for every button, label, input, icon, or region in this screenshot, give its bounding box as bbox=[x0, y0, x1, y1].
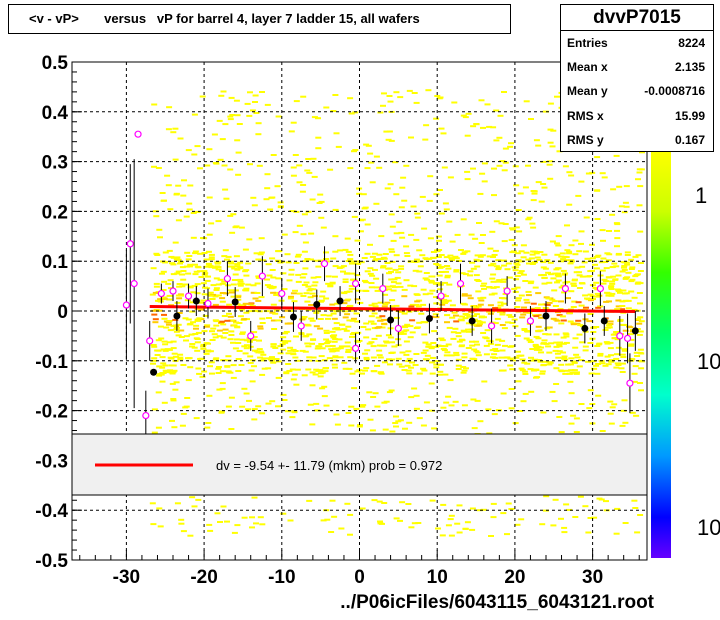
fit-legend: dv = -9.54 +- 11.79 (mkm) prob = 0.972 bbox=[71, 433, 648, 496]
x-tick-label: 10 bbox=[427, 567, 448, 588]
profile-point bbox=[503, 276, 511, 307]
profile-point bbox=[561, 273, 570, 304]
profile-point bbox=[600, 306, 608, 336]
profile-point bbox=[394, 311, 402, 346]
stats-row-mean-x: Mean x 2.135 bbox=[567, 60, 705, 75]
profile-point bbox=[122, 250, 130, 360]
profile-point bbox=[297, 311, 305, 341]
x-tick-label: 20 bbox=[504, 567, 525, 588]
profile-point bbox=[542, 301, 550, 331]
profile-point bbox=[336, 286, 344, 316]
stats-row-rms-y: RMS y 0.167 bbox=[567, 132, 705, 147]
profile-point bbox=[289, 302, 297, 332]
profile-point bbox=[626, 353, 634, 414]
stats-row-mean-y: Mean y -0.0008716 bbox=[567, 84, 705, 99]
profile-point bbox=[134, 130, 142, 138]
profile-point bbox=[320, 246, 329, 282]
profile-point bbox=[526, 306, 535, 336]
profile-point bbox=[379, 273, 387, 304]
profile-point bbox=[352, 263, 360, 304]
profile-point bbox=[596, 271, 604, 307]
profile-point bbox=[192, 286, 200, 316]
x-tick-label: 0 bbox=[354, 567, 365, 588]
profile-point bbox=[437, 281, 445, 311]
profile-point bbox=[223, 261, 232, 297]
profile-point bbox=[173, 301, 181, 331]
profile-point bbox=[258, 256, 266, 297]
profile-point bbox=[157, 283, 165, 304]
profile-point bbox=[278, 278, 286, 309]
y-tick-label: -0.2 bbox=[35, 402, 68, 423]
y-tick-label: -0.1 bbox=[35, 352, 68, 373]
profile-point bbox=[231, 287, 239, 317]
profile-point bbox=[468, 306, 476, 336]
profile-point bbox=[126, 164, 134, 324]
stats-histogram-name: dvvP7015 bbox=[561, 5, 713, 31]
profile-point bbox=[169, 281, 177, 302]
x-tick-label: 30 bbox=[582, 567, 603, 588]
y-tick-label: -0.4 bbox=[35, 501, 68, 522]
colorbar-label-3: 10 bbox=[697, 515, 720, 540]
colorbar-label-1: 1 bbox=[695, 183, 707, 208]
profile-point bbox=[387, 305, 395, 335]
y-tick-label: -0.5 bbox=[35, 551, 68, 572]
profile-point bbox=[313, 289, 321, 320]
legend-text: dv = -9.54 +- 11.79 (mkm) prob = 0.972 bbox=[216, 458, 442, 473]
x-tick-label: -30 bbox=[113, 567, 140, 588]
profile-point bbox=[616, 315, 624, 356]
profile-point bbox=[142, 390, 150, 441]
fit-line bbox=[149, 305, 636, 313]
y-tick-label: 0.1 bbox=[42, 252, 69, 273]
profile-point bbox=[631, 311, 639, 351]
profile-point bbox=[456, 263, 465, 304]
profile-point bbox=[204, 288, 212, 319]
stats-row-rms-x: RMS x 15.99 bbox=[567, 108, 705, 123]
profile-point bbox=[130, 159, 138, 409]
stats-row-entries: Entries 8224 bbox=[567, 36, 705, 50]
y-tick-label: -0.3 bbox=[35, 451, 68, 472]
y-tick-label: 0 bbox=[57, 302, 68, 323]
profile-point bbox=[184, 283, 193, 309]
x-tick-label: -10 bbox=[268, 567, 295, 588]
profile-point bbox=[623, 313, 632, 364]
profile-point bbox=[146, 320, 154, 361]
profile-point bbox=[247, 320, 255, 351]
profile-point bbox=[425, 303, 433, 334]
y-tick-label: 0.4 bbox=[42, 103, 69, 124]
colorbar-label-2: 10 bbox=[697, 349, 720, 374]
x-tick-label: -20 bbox=[190, 567, 217, 588]
profile-point bbox=[352, 333, 360, 364]
profile-point bbox=[581, 313, 589, 344]
file-path-label: ../P06icFiles/6043115_6043121.root bbox=[340, 592, 654, 613]
profile-point bbox=[487, 308, 496, 344]
y-tick-label: 0.5 bbox=[42, 53, 69, 74]
y-tick-label: 0.2 bbox=[42, 202, 68, 223]
stats-box: dvvP7015 Entries 8224 Mean x 2.135 Mean … bbox=[560, 4, 714, 152]
profile-point bbox=[150, 368, 158, 376]
y-tick-label: 0.3 bbox=[42, 153, 68, 174]
histogram-title: <v - vP> versus vP for barrel 4, layer 7… bbox=[8, 4, 511, 34]
color-scale-bar bbox=[651, 150, 671, 558]
